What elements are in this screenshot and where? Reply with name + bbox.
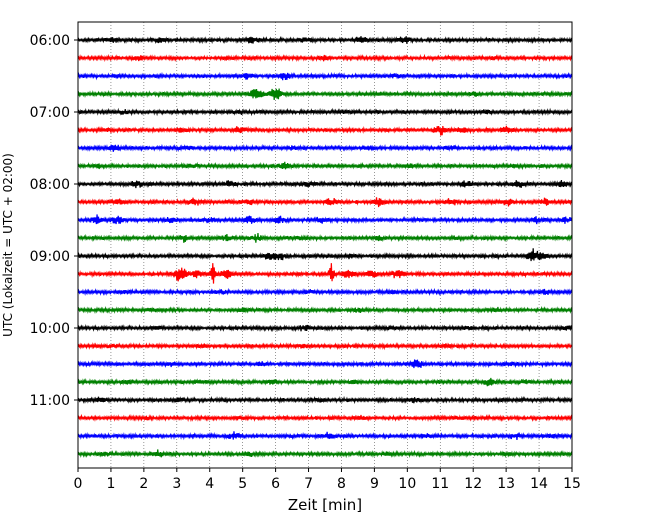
plot-frame bbox=[77, 21, 573, 469]
x-tick-label: 5 bbox=[238, 476, 247, 492]
trace-0900 bbox=[77, 248, 573, 262]
trace-0745 bbox=[77, 161, 573, 171]
y-tick-label: 08:00 bbox=[30, 177, 70, 193]
vertical-grid-lines bbox=[110, 22, 540, 468]
trace-1000 bbox=[77, 323, 573, 333]
y-tick-label: 11:00 bbox=[30, 393, 70, 409]
x-tick-label: 6 bbox=[271, 476, 280, 492]
trace-0815 bbox=[77, 197, 573, 208]
trace-0630 bbox=[77, 71, 573, 81]
x-tick-label: 1 bbox=[106, 476, 115, 492]
x-tick-label: 12 bbox=[464, 476, 482, 492]
x-axis-ticks: 0 1 2 3 4 5 6 7 8 9 10 11 12 13 14 15 bbox=[74, 468, 581, 492]
y-tick-label: 09:00 bbox=[30, 249, 70, 265]
trace-0645 bbox=[77, 88, 573, 101]
x-tick-label: 4 bbox=[205, 476, 214, 492]
y-axis-label: UTC (Lokalzeit = UTC + 02:00) bbox=[1, 153, 15, 337]
trace-0730 bbox=[77, 143, 573, 153]
y-tick-label: 10:00 bbox=[30, 321, 70, 337]
trace-0930 bbox=[77, 287, 573, 297]
x-tick-label: 13 bbox=[497, 476, 515, 492]
trace-0845 bbox=[77, 232, 573, 243]
x-tick-label: 14 bbox=[530, 476, 548, 492]
trace-1030 bbox=[77, 359, 573, 369]
x-tick-label: 9 bbox=[370, 476, 379, 492]
trace-1045 bbox=[77, 377, 573, 387]
x-tick-label: 11 bbox=[431, 476, 449, 492]
trace-1145 bbox=[77, 449, 573, 459]
x-tick-label: 15 bbox=[563, 476, 581, 492]
x-tick-label: 0 bbox=[74, 476, 83, 492]
trace-1015 bbox=[77, 341, 573, 351]
x-tick-label: 8 bbox=[337, 476, 346, 492]
trace-0800 bbox=[77, 179, 573, 189]
y-axis-ticks: 06:00 07:00 08:00 09:00 10:00 11:00 bbox=[30, 33, 78, 409]
y-tick-label: 07:00 bbox=[30, 105, 70, 121]
trace-0615 bbox=[77, 53, 573, 63]
trace-0600 bbox=[77, 35, 573, 45]
trace-0945 bbox=[77, 305, 573, 315]
trace-0700 bbox=[77, 107, 573, 117]
trace-0830 bbox=[77, 214, 573, 225]
x-tick-label: 2 bbox=[139, 476, 148, 492]
trace-group bbox=[77, 35, 573, 459]
y-tick-label: 06:00 bbox=[30, 33, 70, 49]
trace-1100 bbox=[77, 395, 573, 405]
trace-0915 bbox=[77, 263, 573, 284]
x-tick-label: 7 bbox=[304, 476, 313, 492]
x-axis-label: Zeit [min] bbox=[288, 496, 362, 514]
trace-1130 bbox=[77, 431, 573, 441]
x-tick-label: 10 bbox=[398, 476, 416, 492]
trace-1115 bbox=[77, 413, 573, 423]
x-tick-label: 3 bbox=[172, 476, 181, 492]
trace-0715 bbox=[77, 125, 573, 136]
